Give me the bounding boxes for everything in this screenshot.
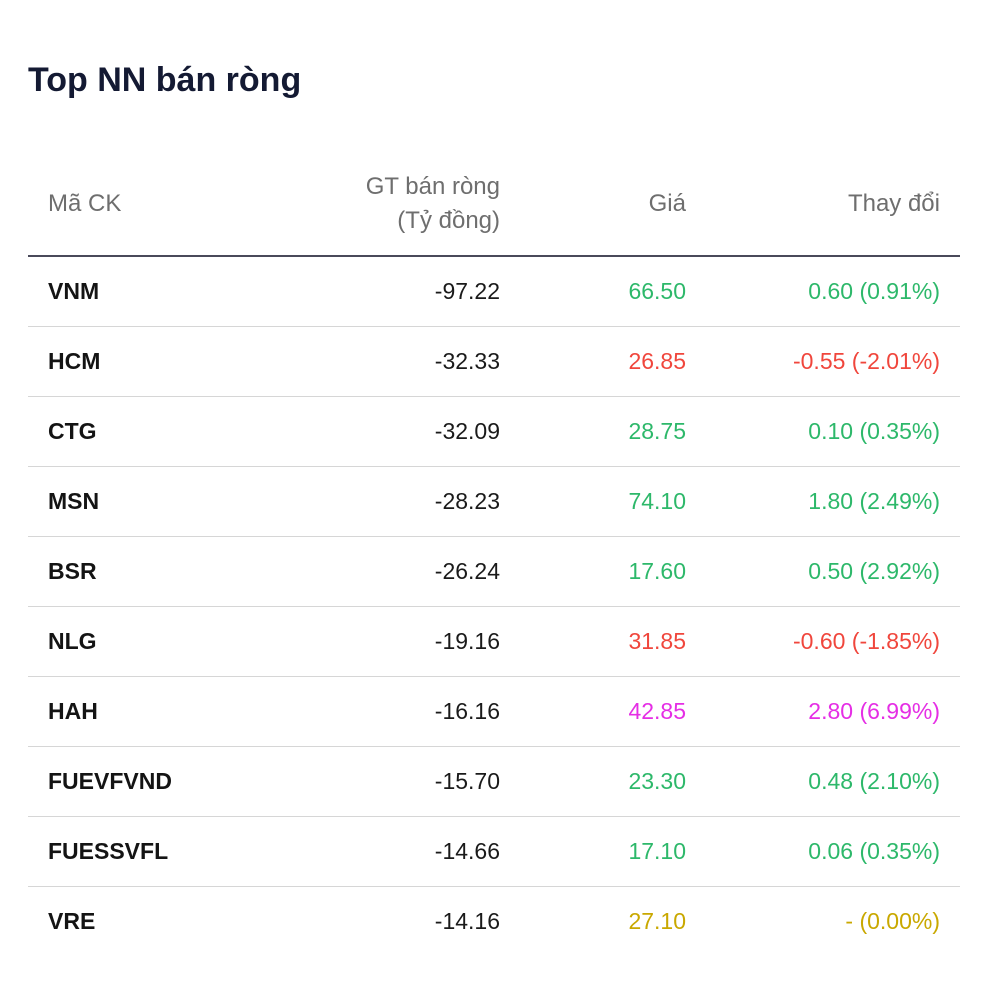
net-sell-table: Mã CK GT bán ròng (Tỷ đồng) Giá Thay đổi… (28, 152, 960, 956)
change-cell: -0.60 (-1.85%) (706, 606, 960, 677)
price-cell: 42.85 (520, 676, 706, 747)
symbol-cell[interactable]: VRE (48, 908, 96, 934)
header-change: Thay đổi (706, 152, 960, 257)
table-row[interactable]: NLG -19.16 31.85 -0.60 (-1.85%) (28, 606, 960, 677)
header-price: Giá (520, 152, 706, 257)
header-symbol: Mã CK (28, 152, 248, 257)
change-cell: 0.48 (2.10%) (706, 746, 960, 817)
price-cell: 23.30 (520, 746, 706, 817)
table-row[interactable]: CTG -32.09 28.75 0.10 (0.35%) (28, 396, 960, 467)
net-value-cell: -32.09 (248, 396, 520, 467)
price-cell: 31.85 (520, 606, 706, 677)
net-value-cell: -15.70 (248, 746, 520, 817)
symbol-cell[interactable]: NLG (28, 606, 248, 677)
net-value-cell: -28.23 (248, 466, 520, 537)
table-row[interactable]: FUESSVFL -14.66 17.10 0.06 (0.35%) (28, 816, 960, 887)
table-row[interactable]: FUEVFVND -15.70 23.30 0.48 (2.10%) (28, 746, 960, 817)
net-value-cell: -97.22 (248, 256, 520, 327)
table-row[interactable]: HCM -32.33 26.85 -0.55 (-2.01%) (28, 326, 960, 397)
price-cell: 27.10 (628, 908, 686, 934)
table-row[interactable]: VRE -14.16 27.10 - (0.00%) (28, 887, 960, 957)
price-cell: 17.60 (520, 536, 706, 607)
net-value-cell: -14.66 (248, 816, 520, 887)
header-net-value-unit: (Tỷ đồng) (397, 206, 500, 234)
price-cell: 28.75 (520, 396, 706, 467)
symbol-cell[interactable]: VNM (28, 256, 248, 327)
header-net-value-label: GT bán ròng (365, 172, 500, 200)
symbol-cell[interactable]: HCM (28, 326, 248, 397)
change-cell: 0.50 (2.92%) (706, 536, 960, 607)
table-row[interactable]: HAH -16.16 42.85 2.80 (6.99%) (28, 676, 960, 747)
symbol-cell[interactable]: CTG (28, 396, 248, 467)
change-cell: 0.10 (0.35%) (706, 396, 960, 467)
symbol-cell[interactable]: MSN (28, 466, 248, 537)
symbol-cell[interactable]: HAH (28, 676, 248, 747)
change-cell: - (0.00%) (845, 908, 940, 934)
net-value-cell: -16.16 (248, 676, 520, 747)
table-row[interactable]: VNM -97.22 66.50 0.60 (0.91%) (28, 256, 960, 327)
change-cell: 2.80 (6.99%) (706, 676, 960, 747)
price-cell: 74.10 (520, 466, 706, 537)
change-cell: -0.55 (-2.01%) (706, 326, 960, 397)
symbol-cell[interactable]: BSR (28, 536, 248, 607)
table-row[interactable]: BSR -26.24 17.60 0.50 (2.92%) (28, 536, 960, 607)
change-cell: 0.60 (0.91%) (706, 256, 960, 327)
price-cell: 66.50 (520, 256, 706, 327)
header-net-value: GT bán ròng (Tỷ đồng) (248, 152, 520, 257)
net-value-cell: -26.24 (248, 536, 520, 607)
symbol-cell[interactable]: FUESSVFL (28, 816, 248, 887)
table-header: Mã CK GT bán ròng (Tỷ đồng) Giá Thay đổi (28, 152, 960, 257)
price-cell: 17.10 (520, 816, 706, 887)
net-value-cell: -32.33 (248, 326, 520, 397)
table-row[interactable]: MSN -28.23 74.10 1.80 (2.49%) (28, 466, 960, 537)
net-value-cell: -19.16 (248, 606, 520, 677)
widget-title: Top NN bán ròng (28, 61, 302, 99)
change-cell: 1.80 (2.49%) (706, 466, 960, 537)
price-cell: 26.85 (520, 326, 706, 397)
change-cell: 0.06 (0.35%) (706, 816, 960, 887)
symbol-cell[interactable]: FUEVFVND (28, 746, 248, 817)
net-value-cell: -14.16 (434, 908, 500, 934)
table-body: VNM -97.22 66.50 0.60 (0.91%) HCM -32.33 26.85… (28, 256, 960, 956)
